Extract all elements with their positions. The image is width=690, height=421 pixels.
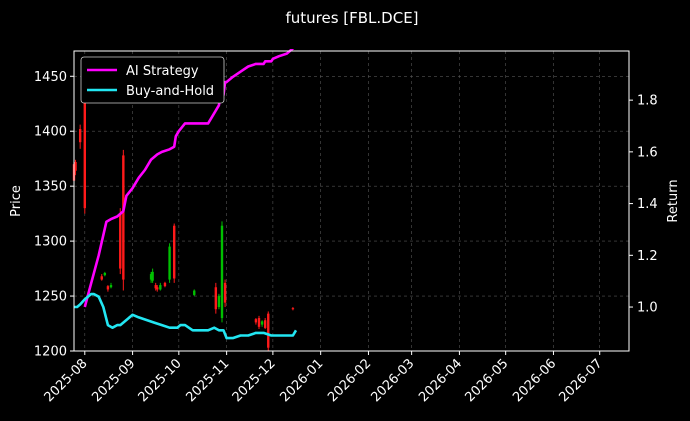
candle-body	[156, 287, 159, 290]
candle-body	[100, 276, 103, 280]
legend-box	[80, 56, 225, 104]
candle-body	[173, 225, 176, 279]
legend: AI Strategy Buy-and-Hold	[80, 56, 225, 104]
candle-body	[78, 129, 82, 143]
candle-body	[220, 225, 224, 319]
y-axis-title: Price	[9, 185, 24, 217]
y-axis-left: 1200 1250 1300 1350 1400 1450	[34, 70, 74, 360]
candle-body	[291, 308, 295, 310]
y2-tick-label: 1.8	[637, 94, 658, 109]
candle-body	[217, 296, 221, 308]
y-axis-right: 1.0 1.2 1.4 1.6 1.8	[629, 94, 658, 316]
candle-body	[74, 161, 77, 171]
candle-body	[263, 320, 267, 328]
y2-tick-label: 1.2	[637, 249, 658, 264]
series-lines	[74, 49, 298, 340]
y-tick-label: 1200	[34, 345, 67, 360]
candle-body	[119, 213, 122, 269]
candle-body	[109, 285, 113, 288]
legend-label-buy-and-hold: Buy-and-Hold	[126, 84, 214, 99]
candle-body	[214, 287, 218, 310]
series-line-buy-and-hold	[74, 292, 298, 340]
candle-body	[149, 274, 153, 280]
candle-body	[122, 155, 125, 280]
candle-body	[83, 98, 86, 209]
y2-tick-label: 1.4	[637, 197, 658, 212]
plot-frame	[73, 50, 630, 352]
candle-body	[168, 246, 171, 280]
candle-body	[159, 285, 162, 290]
candle-body	[106, 286, 110, 290]
y2-axis-title: Return	[666, 179, 681, 222]
candle-body	[267, 313, 270, 348]
y-tick-label: 1350	[34, 180, 67, 195]
candle-body	[163, 282, 167, 287]
candle-body	[257, 318, 261, 327]
y2-tick-label: 1.6	[637, 145, 658, 160]
series-line-ai-strategy	[83, 49, 295, 308]
candle-body	[103, 272, 107, 276]
candle-body	[254, 319, 258, 323]
y-tick-label: 1300	[34, 235, 67, 250]
candle-body	[223, 282, 227, 303]
y-tick-label: 1450	[34, 70, 67, 85]
y-tick-label: 1250	[34, 290, 67, 305]
y-tick-label: 1400	[34, 125, 67, 140]
legend-label-ai-strategy: AI Strategy	[126, 64, 199, 79]
candle-body	[260, 321, 264, 325]
candle-body	[193, 290, 196, 295]
candle-body	[151, 271, 154, 281]
chart-title: futures [FBL.DCE]	[285, 9, 418, 27]
candle-body	[154, 285, 157, 289]
y2-tick-label: 1.0	[637, 301, 658, 316]
